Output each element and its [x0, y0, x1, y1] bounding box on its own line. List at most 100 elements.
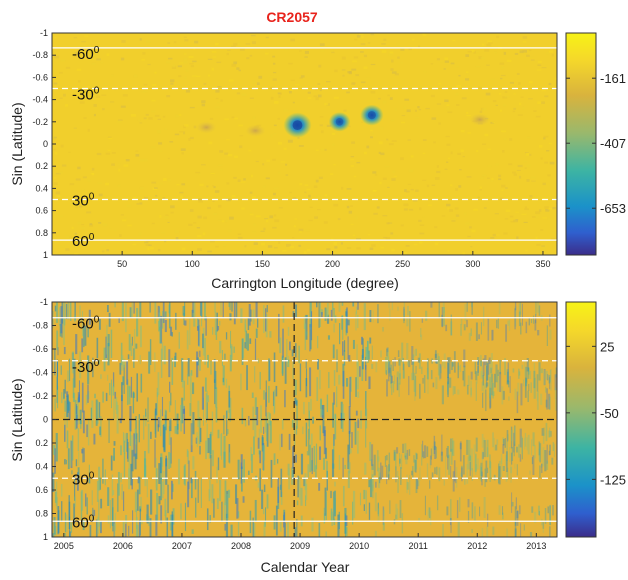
texture-speck — [228, 79, 234, 82]
texture-streak — [487, 318, 490, 341]
texture-speck — [73, 37, 78, 39]
texture-speck — [171, 66, 177, 69]
texture-speck — [87, 179, 91, 182]
texture-speck — [481, 43, 485, 46]
texture-speck — [545, 240, 549, 243]
texture-streak — [388, 464, 390, 478]
texture-speck — [170, 205, 175, 209]
texture-streak — [404, 455, 407, 460]
texture-streak — [377, 503, 379, 515]
texture-streak — [61, 483, 63, 497]
texture-streak — [244, 419, 247, 427]
texture-streak — [392, 381, 395, 393]
texture-streak — [393, 449, 396, 461]
texture-streak — [57, 506, 60, 535]
texture-streak — [148, 351, 151, 374]
texture-speck — [330, 49, 334, 52]
texture-speck — [91, 173, 95, 176]
texture-streak — [390, 364, 392, 384]
texture-speck — [378, 141, 383, 145]
texture-streak — [56, 481, 58, 510]
texture-speck — [511, 237, 515, 241]
texture-streak — [498, 463, 500, 484]
texture-speck — [240, 181, 246, 183]
texture-speck — [477, 196, 480, 199]
texture-speck — [320, 50, 325, 52]
texture-streak — [510, 465, 512, 483]
texture-speck — [505, 187, 508, 189]
texture-speck — [272, 55, 276, 58]
texture-speck — [239, 145, 243, 149]
texture-speck — [513, 93, 516, 95]
x-tick-label: 350 — [535, 259, 550, 269]
texture-streak — [549, 377, 551, 390]
texture-streak — [141, 519, 143, 525]
texture-streak — [475, 322, 478, 341]
texture-streak — [419, 467, 421, 481]
texture-speck — [326, 124, 332, 127]
texture-streak — [367, 340, 369, 363]
texture-speck — [77, 221, 82, 225]
texture-streak — [105, 336, 107, 359]
texture-streak — [160, 478, 162, 501]
texture-speck — [184, 39, 189, 42]
texture-speck — [93, 104, 97, 107]
texture-streak — [205, 440, 207, 460]
texture-speck — [380, 152, 385, 156]
texture-streak — [514, 388, 517, 400]
texture-speck — [480, 176, 484, 179]
texture-streak — [365, 365, 367, 381]
texture-speck — [154, 71, 157, 74]
texture-streak — [482, 451, 484, 460]
texture-streak — [348, 462, 351, 474]
texture-speck — [533, 110, 537, 112]
texture-speck — [340, 186, 344, 190]
texture-streak — [521, 303, 523, 326]
texture-streak — [518, 371, 521, 376]
texture-streak — [501, 506, 504, 515]
texture-streak — [347, 319, 350, 326]
texture-streak — [226, 410, 228, 436]
texture-speck — [270, 96, 274, 100]
texture-streak — [248, 470, 250, 475]
texture-speck — [419, 224, 425, 226]
texture-streak — [395, 452, 397, 471]
texture-streak — [513, 441, 515, 457]
x-tick-label: 200 — [325, 259, 340, 269]
texture-speck — [390, 232, 394, 235]
texture-streak — [189, 318, 191, 346]
texture-streak — [457, 521, 460, 537]
texture-streak — [470, 387, 472, 396]
texture-speck — [272, 78, 277, 81]
texture-streak — [305, 378, 308, 398]
texture-streak — [398, 358, 401, 366]
texture-speck — [201, 100, 206, 104]
texture-streak — [478, 334, 481, 340]
texture-speck — [107, 149, 111, 151]
texture-speck — [447, 250, 450, 252]
texture-streak — [139, 302, 142, 319]
texture-speck — [53, 136, 57, 138]
texture-speck — [528, 98, 533, 100]
texture-streak — [477, 357, 480, 366]
texture-streak — [111, 474, 114, 497]
texture-streak — [334, 413, 337, 440]
texture-speck — [334, 69, 338, 73]
texture-speck — [252, 116, 256, 119]
texture-streak — [502, 443, 505, 454]
active-region — [328, 112, 351, 132]
texture-speck — [220, 99, 223, 102]
texture-speck — [162, 197, 166, 199]
texture-streak — [379, 462, 382, 481]
texture-streak — [63, 317, 65, 346]
texture-speck — [181, 247, 186, 251]
texture-streak — [342, 485, 345, 507]
heatmap-top-background — [52, 33, 557, 255]
texture-streak — [105, 392, 108, 402]
texture-speck — [407, 139, 412, 141]
texture-speck — [555, 74, 557, 77]
y-tick-label: 0.8 — [35, 228, 48, 238]
texture-streak — [361, 336, 364, 345]
texture-streak — [248, 416, 250, 426]
texture-streak — [481, 450, 483, 463]
